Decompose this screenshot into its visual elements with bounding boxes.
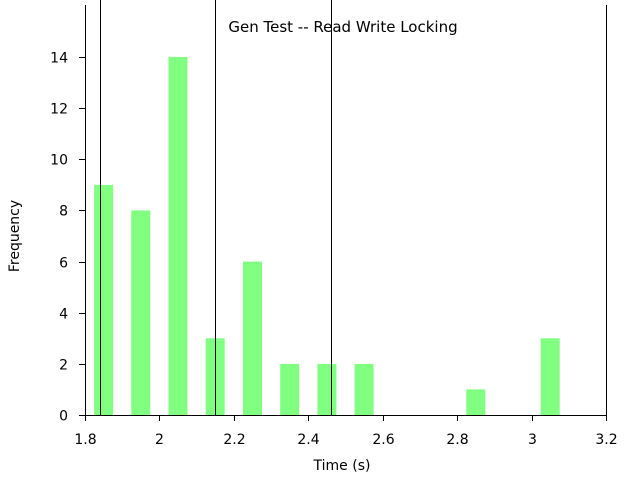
y-tick-label-4: 8 bbox=[59, 204, 68, 220]
y-tick-label-5: 10 bbox=[50, 153, 68, 169]
bar-2 bbox=[168, 57, 188, 415]
bar-9 bbox=[540, 338, 560, 415]
bar-4 bbox=[243, 261, 262, 415]
x-ticks-group: 1.8 2 2.2 2.4 2.6 2.8 3 3.2 bbox=[74, 415, 618, 448]
x-axis-title: Time (s) bbox=[313, 458, 371, 474]
y-tick-label-3: 6 bbox=[59, 256, 68, 272]
bar-7 bbox=[354, 363, 374, 415]
y-tick-label-1: 2 bbox=[59, 358, 68, 374]
reference-lines-group bbox=[100, 0, 332, 415]
bar-5 bbox=[280, 363, 300, 415]
x-tick-label-7: 3.2 bbox=[595, 432, 617, 448]
bar-1 bbox=[131, 210, 151, 415]
bar-8 bbox=[466, 389, 486, 415]
y-axis-title: Frequency bbox=[7, 200, 23, 272]
bar-0 bbox=[94, 184, 114, 415]
y-tick-label-7: 14 bbox=[50, 51, 68, 67]
y-tick-label-2: 4 bbox=[59, 307, 68, 323]
x-tick-label-4: 2.6 bbox=[372, 432, 394, 448]
bars-group bbox=[94, 57, 560, 415]
x-tick-label-0: 1.8 bbox=[74, 432, 96, 448]
y-tick-label-6: 12 bbox=[50, 102, 68, 118]
y-ticks-group: 0 2 4 6 8 10 12 14 bbox=[50, 51, 85, 425]
x-tick-label-5: 2.8 bbox=[446, 432, 468, 448]
x-tick-label-1: 2 bbox=[155, 432, 164, 448]
axis-frame bbox=[85, 5, 607, 416]
x-tick-label-6: 3 bbox=[528, 432, 537, 448]
bar-6 bbox=[317, 363, 337, 415]
y-tick-label-0: 0 bbox=[59, 409, 68, 425]
axes-group bbox=[85, 5, 607, 416]
chart-title: Gen Test -- Read Write Locking bbox=[228, 18, 457, 36]
x-tick-label-2: 2.2 bbox=[223, 432, 245, 448]
x-tick-label-3: 2.4 bbox=[297, 432, 319, 448]
